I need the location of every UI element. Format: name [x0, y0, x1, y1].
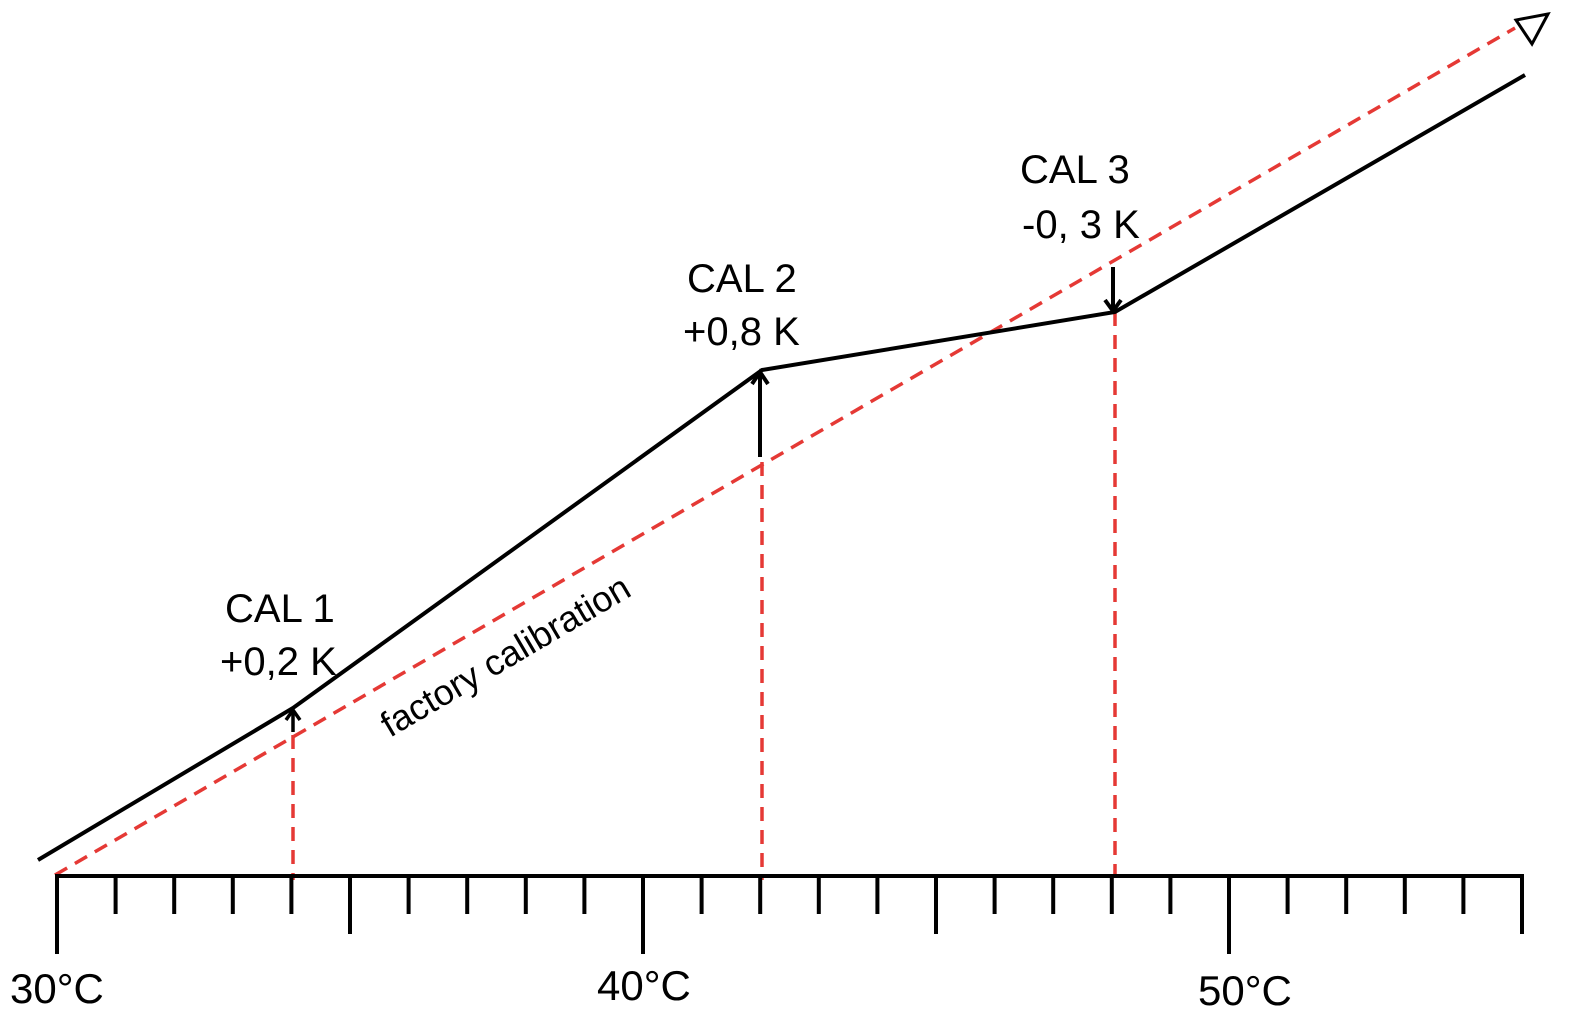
cal1-offset-arrow [284, 706, 302, 732]
cal3-offset: -0, 3 K [1022, 203, 1140, 247]
cal2-offset-arrow [750, 368, 770, 457]
axis-label-40: 40°C [597, 962, 691, 1009]
axis-label-30: 30°C [10, 965, 104, 1012]
cal2-offset: +0,8 K [683, 310, 800, 354]
factory-line-arrowhead-icon [1513, 11, 1551, 47]
cal3-offset-arrow [1103, 267, 1123, 315]
cal1-name: CAL 1 [225, 587, 335, 631]
axis-ticks [55, 876, 1524, 954]
factory-calibration-label: factory calibration [373, 566, 637, 745]
calibrated-curve [36, 73, 1527, 862]
cal2-name: CAL 2 [687, 257, 797, 301]
factory-calibration-line [54, 26, 1516, 877]
cal1-offset: +0,2 K [220, 640, 337, 684]
cal3-name: CAL 3 [1020, 148, 1130, 192]
axis-label-50: 50°C [1198, 967, 1292, 1014]
